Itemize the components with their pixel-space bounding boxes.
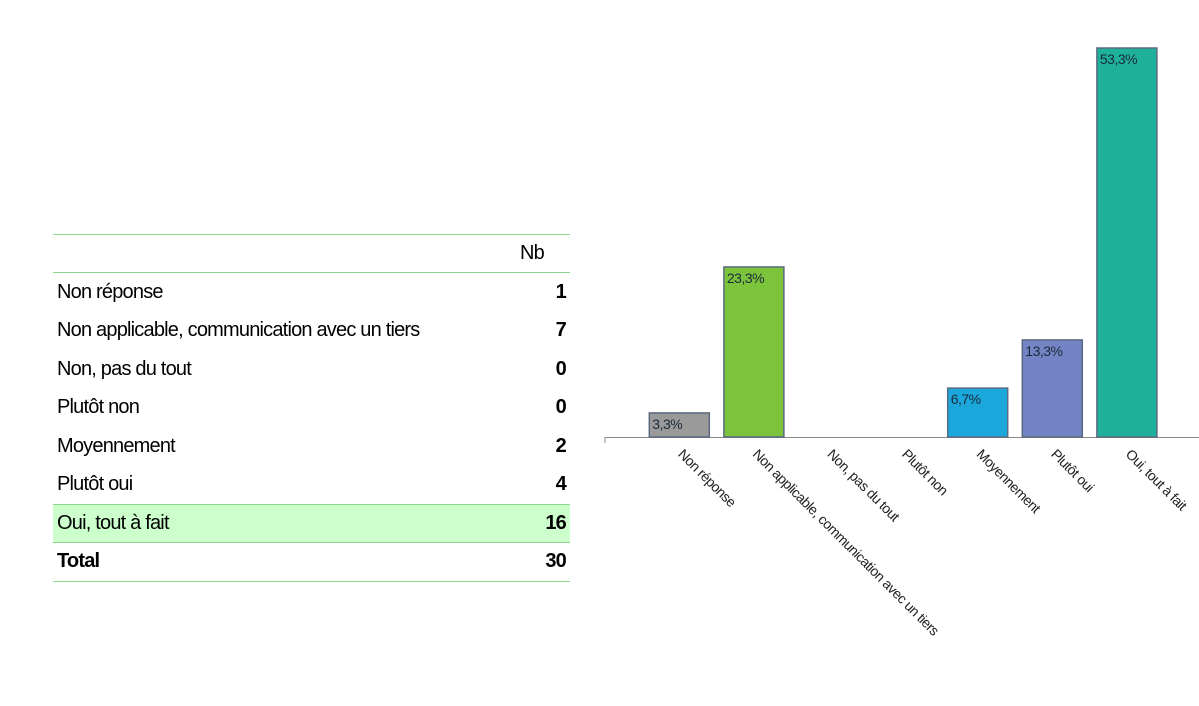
table-row: Non réponse 1 — [53, 273, 570, 312]
bar — [1021, 339, 1084, 438]
table-row: Oui, tout à fait 16 — [53, 504, 570, 543]
bar — [946, 387, 1009, 438]
row-label: Non réponse — [57, 280, 164, 303]
table-row: Non applicable, communication avec un ti… — [53, 312, 570, 351]
table-row: Plutôt non 0 — [53, 389, 570, 428]
value-label: 53,3% — [1100, 51, 1137, 67]
row-label: Moyennement — [57, 434, 176, 457]
x-tick-label: Plutôt non — [899, 446, 951, 498]
x-tick-label: Moyennement — [974, 446, 1045, 517]
frequency-table: Nb Non réponse 1 Non applicable, communica… — [53, 234, 570, 582]
row-count: 0 — [555, 357, 567, 380]
x-tick-label: Plutôt oui — [1048, 446, 1097, 495]
row-count: 16 — [545, 511, 566, 534]
row-count: 2 — [555, 434, 567, 457]
row-count: 4 — [555, 473, 567, 496]
x-tick-label: Non, pas du tout — [824, 446, 903, 525]
row-label: Oui, tout à fait — [57, 511, 170, 534]
table-row: Plutôt oui 4 — [53, 466, 570, 505]
value-label: 13,3% — [1025, 343, 1062, 359]
x-tick-label: Oui, tout à fait — [1123, 446, 1191, 514]
bar — [1096, 47, 1158, 438]
row-count: 0 — [555, 396, 567, 419]
row-label: Plutôt non — [57, 396, 140, 419]
x-tick-label: Non réponse — [675, 446, 740, 511]
row-label: Non, pas du tout — [57, 357, 192, 380]
bar — [648, 412, 711, 438]
bar — [723, 266, 785, 438]
row-count: 1 — [555, 280, 567, 303]
table-row: Moyennement 2 — [53, 427, 570, 466]
value-label: 6,7% — [951, 391, 981, 407]
row-count: 7 — [555, 319, 567, 342]
total-row: Total 30 — [53, 543, 570, 582]
table-row: Non, pas du tout 0 — [53, 350, 570, 389]
row-label: Plutôt oui — [57, 473, 133, 496]
table-header: Nb — [53, 235, 570, 273]
total-label: Total — [57, 550, 100, 573]
value-label: 3,3% — [652, 416, 682, 432]
row-label: Non applicable, communication avec un ti… — [57, 319, 420, 342]
total-count: 30 — [545, 550, 566, 573]
header-cell: Nb — [520, 242, 545, 264]
value-label: 23,3% — [727, 270, 764, 286]
